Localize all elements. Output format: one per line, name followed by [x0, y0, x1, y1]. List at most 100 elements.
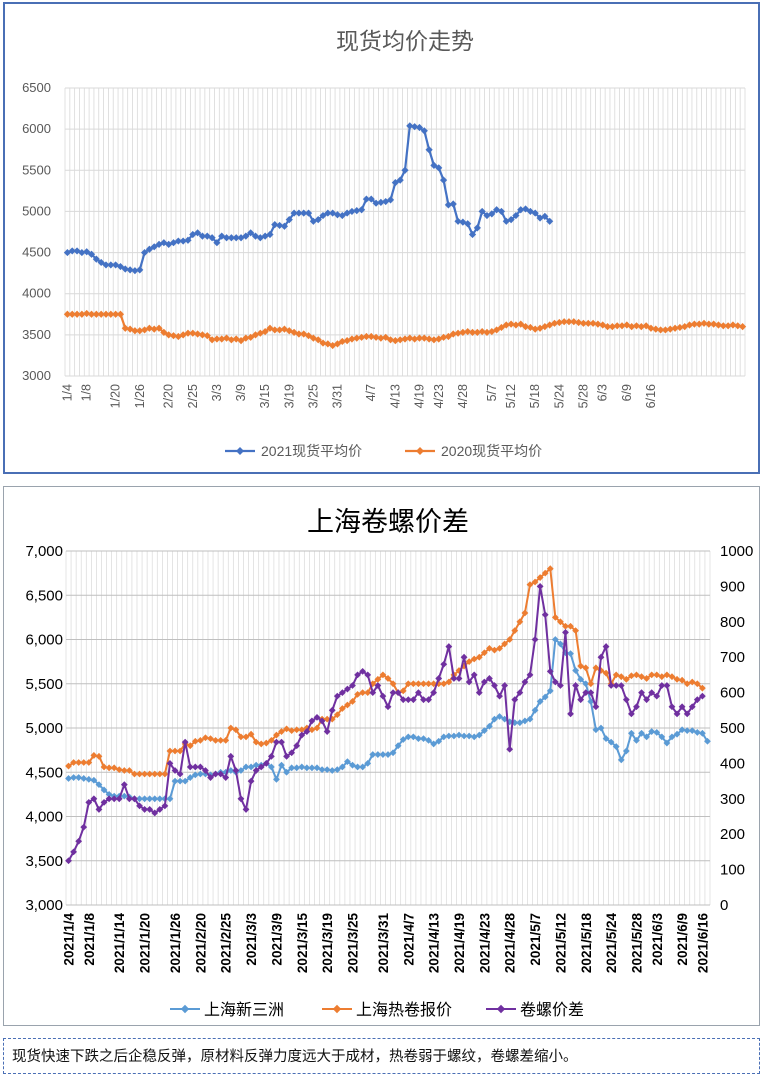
chart2-series-1-point: [531, 578, 539, 586]
chart2-series-2-point: [212, 770, 219, 778]
chart1-series-1-point: [140, 326, 149, 334]
chart1-series-1-point: [165, 331, 173, 339]
chart2-series-2-point: [668, 703, 676, 711]
chart1-xtick-label: 5/12: [504, 384, 518, 408]
chart2-xtick-label: 2021/1/14: [112, 913, 127, 974]
chart1-series-0-point: [497, 207, 506, 216]
chart2-series-1-point: [278, 728, 285, 735]
chart1-series-1-point: [478, 327, 486, 336]
chart2-series-2-point: [562, 629, 569, 636]
chart2-series-1-point: [141, 770, 148, 778]
chart1-series-0-point: [357, 206, 366, 214]
chart1-title: 现货均价走势: [336, 28, 474, 54]
chart2-series-1-point: [136, 770, 143, 778]
chart2-series-0-point: [105, 790, 113, 798]
chart2-series-1-point: [232, 726, 240, 734]
chart2-y2tick-label: 0: [720, 897, 728, 914]
chart2-series-0-point: [166, 795, 174, 803]
chart1-series-1-point: [63, 310, 72, 318]
chart2-series-2-point: [202, 767, 209, 774]
chart1-series-1-point: [126, 325, 134, 333]
chart2-xtick-label: 2021/1/4: [62, 913, 77, 966]
chart2-series-1-point: [146, 770, 154, 778]
chart2-series-2-point: [435, 675, 443, 682]
chart2-series-0-point: [374, 751, 382, 758]
chart2-legend-marker-1: [332, 1004, 342, 1014]
chart2-series-2-point: [511, 696, 519, 704]
chart1-series-1-point: [454, 329, 462, 337]
chart2-series-2-point: [486, 675, 493, 682]
chart2-series-1-point: [262, 739, 270, 747]
chart2-series-2-point: [364, 671, 372, 679]
chart2-series-0-point: [227, 767, 235, 774]
chart1-xtick-label: 3/25: [306, 384, 320, 408]
chart1-xtick-label: 4/7: [364, 384, 378, 401]
chart1-xtick-label: 2/20: [162, 384, 176, 408]
chart2-series-2-point: [283, 752, 290, 760]
chart1-series-1-point: [411, 335, 419, 343]
chart1-series-1-point: [642, 322, 650, 330]
chart2-series-1-point: [592, 664, 600, 672]
chart2-series-2-point: [349, 682, 356, 689]
chart1-series-1-point: [618, 322, 626, 330]
chart2-series-0-point: [577, 675, 585, 683]
chart2-series-0-point: [308, 764, 316, 772]
chart2-legend-marker-2: [496, 1004, 506, 1014]
chart2-series-1-point: [628, 672, 635, 680]
chart1-series-0-point: [348, 207, 356, 216]
chart2-series-2-point: [151, 809, 159, 817]
chart1-series-1-point: [372, 333, 380, 341]
chart2-series-2-point: [465, 678, 473, 686]
chart2-series-0-point: [648, 728, 656, 735]
chart2-series-0-point: [698, 729, 706, 737]
chart2-series-1-point: [480, 649, 488, 657]
chart2-series-1-point: [217, 736, 225, 744]
chart2-series-1-point: [293, 726, 301, 734]
chart2-series-2-point: [394, 689, 402, 696]
chart2-series-1-point: [622, 675, 630, 683]
chart2-y2tick-label: 600: [720, 685, 745, 702]
chart2-y2tick-label: 300: [720, 791, 745, 808]
chart2-title: 上海卷螺价差: [307, 507, 469, 537]
chart1-series-1-point: [647, 324, 655, 332]
chart2-series-2-point: [688, 703, 696, 711]
chart2-series-2-point: [470, 671, 478, 679]
chart2-series-1-point: [267, 736, 275, 744]
chart2-series-0-point: [638, 729, 645, 737]
chart2-series-0-point: [536, 698, 544, 705]
chart2-series-1-point: [475, 653, 483, 661]
chart2-xtick-label: 2021/1/8: [82, 913, 97, 966]
chart2-series-2-point: [65, 857, 72, 865]
chart1-series-0-point: [333, 211, 342, 219]
chart2-series-1-point: [151, 770, 159, 778]
chart2-series-2-point: [607, 682, 615, 689]
shanghai-coil-rebar-spread-chart: 上海卷螺价差 3,000 3,500 4,000 4,500 5,000 5,500 6,00…: [3, 486, 760, 1026]
chart2-series-0-point: [303, 764, 311, 772]
chart2-series-0-point: [369, 751, 377, 758]
chart1-series-0-point: [464, 220, 472, 228]
chart2-series-1-point: [541, 569, 549, 577]
chart1-ytick-label: 6000: [22, 121, 51, 136]
chart1-series-1-point: [107, 310, 115, 318]
chart1-series-1-point: [169, 332, 178, 340]
chart1-series-1-point: [247, 333, 255, 341]
chart1-xtick-label: 5/24: [552, 384, 566, 408]
chart2-series-0-point: [288, 764, 296, 772]
chart2-series-1-point: [693, 680, 701, 688]
chart1-series-1-point: [449, 330, 457, 338]
chart2-series-2-point: [328, 706, 336, 714]
chart2-series-2-point: [338, 689, 346, 696]
chart2-series-1-point: [638, 673, 645, 681]
chart1-series-1-point: [488, 327, 496, 336]
chart1-series-1-point: [710, 320, 718, 328]
chart1-series-0-point: [338, 211, 346, 220]
chart1-ytick-label: 6500: [22, 80, 51, 95]
chart2-series-2-point: [359, 667, 367, 675]
chart2-series-0-point: [141, 795, 148, 803]
chart2-series-0-point: [120, 792, 128, 800]
chart2-series-0-point: [318, 766, 326, 773]
chart1-series-1-point: [473, 328, 481, 336]
chart1-series-1-point: [459, 328, 467, 336]
chart1-series-0-point: [266, 230, 274, 239]
chart2-xtick-label: 2021/3/9: [269, 913, 284, 966]
